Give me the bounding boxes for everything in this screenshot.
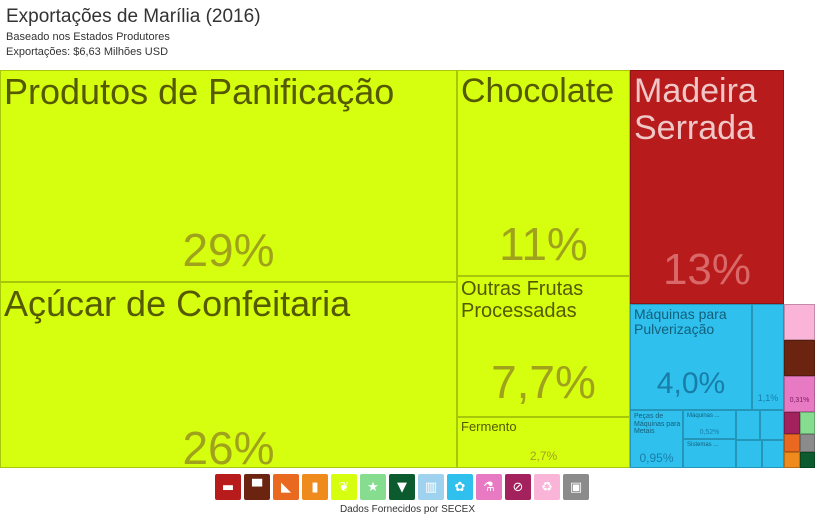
chemicals-icon[interactable]: ▮ xyxy=(302,474,328,500)
tile-value: 2,7% xyxy=(529,449,558,463)
treemap-tile[interactable]: Máquinas ... 0,52% xyxy=(683,410,736,439)
treemap-tile[interactable]: Chocolate 11% xyxy=(457,70,630,276)
tile-value: 0,52% xyxy=(699,429,720,436)
treemap-tile[interactable]: Máquinas para Pulverização 4,0% xyxy=(630,304,752,410)
tile-label: Máquinas para Pulverização xyxy=(634,306,727,338)
treemap-tile[interactable]: Peças de Máquinas para Metais 0,95% xyxy=(630,410,683,468)
textiles-icon[interactable]: ▼ xyxy=(389,474,415,500)
treemap: Produtos de Panificação 29% Açúcar de Conf… xyxy=(0,70,815,468)
category-legend: ▬ ▀ ◣ ▮ ❦ ★ ▼ ▥ ✿ ⚗ ⊘ ♻ ▣ xyxy=(215,474,589,500)
treemap-tile[interactable]: Outras Frutas Processadas 7,7% xyxy=(457,276,630,417)
tile-value: 11% xyxy=(499,218,588,270)
furniture-icon[interactable]: ▀ xyxy=(244,474,270,500)
treemap-tile-small[interactable] xyxy=(784,340,815,376)
chart-title: Exportações de Marília (2016) xyxy=(6,6,261,27)
tile-label: Peças de Máquinas para Metais xyxy=(634,413,681,436)
instruments-icon[interactable]: ⚗ xyxy=(476,474,502,500)
data-source: Dados Fornecidos por SECEX xyxy=(339,504,476,515)
tile-value: 7,7% xyxy=(491,356,596,408)
treemap-tile-small[interactable] xyxy=(736,440,762,468)
treemap-tile[interactable]: Produtos de Panificação 29% xyxy=(0,70,457,282)
tile-label: Madeira Serrada xyxy=(634,72,757,147)
plastics-icon[interactable]: ♻ xyxy=(534,474,560,500)
treemap-tile[interactable]: Açúcar de Confeitaria 26% xyxy=(0,282,457,468)
tile-value: 26% xyxy=(182,422,275,468)
tile-value: 13% xyxy=(662,245,752,294)
treemap-tile[interactable]: 0,31% xyxy=(784,376,815,412)
treemap-tile[interactable]: 1,1% xyxy=(752,304,784,410)
animal-icon[interactable]: ★ xyxy=(360,474,386,500)
misc-icon[interactable]: ▣ xyxy=(563,474,589,500)
treemap-tile-small[interactable] xyxy=(784,304,815,340)
treemap-tile-small[interactable] xyxy=(800,412,815,434)
tile-label: Fermento xyxy=(461,419,517,434)
footwear-icon[interactable]: ▥ xyxy=(418,474,444,500)
tile-value: 0,31% xyxy=(789,397,810,404)
stone-icon[interactable]: ◣ xyxy=(273,474,299,500)
tile-label: Produtos de Panificação xyxy=(4,71,395,112)
tile-value: 29% xyxy=(182,224,275,276)
treemap-tile-small[interactable] xyxy=(784,412,800,434)
tile-value: 4,0% xyxy=(656,367,726,400)
vegetable-icon[interactable]: ❦ xyxy=(331,474,357,500)
treemap-tile-small[interactable] xyxy=(784,434,800,452)
treemap-tile-small[interactable] xyxy=(800,452,815,468)
tile-label: Outras Frutas Processadas xyxy=(461,278,584,322)
vehicles-icon[interactable]: ▬ xyxy=(215,474,241,500)
tile-label: Chocolate xyxy=(461,72,615,110)
tile-label: Sistemas ... xyxy=(687,442,719,448)
tile-value: 0,95% xyxy=(639,451,674,465)
chart-header: Exportações de Marília (2016) Baseado no… xyxy=(6,4,261,60)
treemap-tile-small[interactable] xyxy=(800,434,815,452)
treemap-tile-small[interactable] xyxy=(784,452,800,468)
tile-label: Açúcar de Confeitaria xyxy=(4,283,351,324)
treemap-tile-small[interactable] xyxy=(760,410,784,440)
tile-value: 1,1% xyxy=(757,393,779,403)
treemap-tile[interactable]: Sistemas ... xyxy=(683,439,736,468)
treemap-tile-small[interactable] xyxy=(762,440,784,468)
chart-subtitle: Baseado nos Estados Produtores xyxy=(6,31,170,43)
treemap-tile[interactable]: Fermento 2,7% xyxy=(457,417,630,468)
machines-icon[interactable]: ✿ xyxy=(447,474,473,500)
export-total: Exportações: $6,63 Milhões USD xyxy=(6,46,169,58)
treemap-tile-small[interactable] xyxy=(736,410,760,440)
weapons-icon[interactable]: ⊘ xyxy=(505,474,531,500)
treemap-tile[interactable]: Madeira Serrada 13% xyxy=(630,70,784,304)
tile-label: Máquinas ... xyxy=(687,413,720,419)
